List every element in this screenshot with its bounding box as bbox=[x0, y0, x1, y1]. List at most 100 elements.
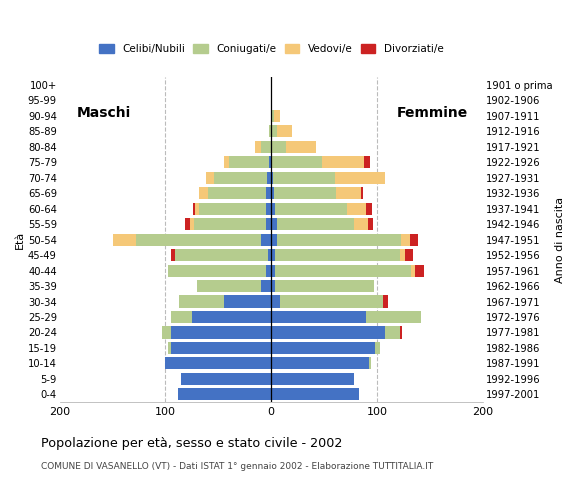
Bar bbox=[271, 172, 273, 184]
Bar bbox=[271, 218, 277, 230]
Bar bbox=[386, 326, 400, 338]
Bar bbox=[271, 156, 322, 168]
Bar bbox=[255, 141, 260, 153]
Bar bbox=[271, 326, 386, 338]
Bar bbox=[271, 296, 280, 308]
Bar bbox=[400, 326, 403, 338]
Bar bbox=[268, 249, 271, 261]
Bar bbox=[171, 326, 271, 338]
Bar bbox=[368, 218, 373, 230]
Bar bbox=[266, 218, 271, 230]
Bar bbox=[193, 203, 195, 215]
Text: Femmine: Femmine bbox=[396, 106, 467, 120]
Bar bbox=[168, 342, 171, 354]
Bar bbox=[361, 187, 363, 199]
Bar bbox=[274, 110, 280, 122]
Bar bbox=[277, 218, 354, 230]
Bar bbox=[182, 373, 271, 385]
Bar bbox=[200, 187, 208, 199]
Bar bbox=[271, 388, 359, 400]
Text: Popolazione per età, sesso e stato civile - 2002: Popolazione per età, sesso e stato civil… bbox=[41, 436, 342, 450]
Bar bbox=[271, 187, 274, 199]
Bar bbox=[195, 203, 200, 215]
Bar bbox=[269, 156, 271, 168]
Bar bbox=[383, 296, 387, 308]
Bar bbox=[165, 358, 271, 370]
Bar bbox=[354, 218, 368, 230]
Bar bbox=[271, 141, 286, 153]
Bar bbox=[224, 156, 229, 168]
Bar bbox=[267, 172, 271, 184]
Bar bbox=[200, 203, 266, 215]
Bar bbox=[364, 156, 369, 168]
Bar bbox=[168, 264, 266, 276]
Bar bbox=[271, 249, 275, 261]
Bar bbox=[375, 342, 380, 354]
Bar bbox=[276, 264, 411, 276]
Bar bbox=[276, 203, 347, 215]
Bar bbox=[178, 388, 271, 400]
Bar bbox=[277, 234, 401, 246]
Bar bbox=[194, 218, 266, 230]
Bar bbox=[206, 172, 214, 184]
Bar bbox=[208, 187, 266, 199]
Bar bbox=[271, 358, 368, 370]
Text: Maschi: Maschi bbox=[77, 106, 131, 120]
Bar bbox=[162, 326, 171, 338]
Bar bbox=[271, 234, 277, 246]
Bar bbox=[192, 311, 271, 323]
Bar bbox=[367, 311, 422, 323]
Bar bbox=[273, 172, 335, 184]
Bar bbox=[266, 203, 271, 215]
Bar bbox=[280, 296, 383, 308]
Bar bbox=[276, 249, 400, 261]
Bar bbox=[271, 342, 375, 354]
Bar bbox=[224, 296, 271, 308]
Bar bbox=[271, 125, 277, 137]
Bar bbox=[214, 172, 267, 184]
Bar bbox=[271, 311, 367, 323]
Bar bbox=[260, 280, 271, 292]
Bar bbox=[179, 296, 224, 308]
Bar bbox=[336, 187, 361, 199]
Bar bbox=[190, 218, 194, 230]
Y-axis label: Età: Età bbox=[15, 230, 25, 249]
Bar bbox=[410, 234, 418, 246]
Y-axis label: Anno di nascita: Anno di nascita bbox=[555, 196, 565, 283]
Text: COMUNE DI VASANELLO (VT) - Dati ISTAT 1° gennaio 2002 - Elaborazione TUTTITALIA.: COMUNE DI VASANELLO (VT) - Dati ISTAT 1°… bbox=[41, 462, 433, 471]
Bar bbox=[260, 234, 271, 246]
Bar bbox=[411, 264, 415, 276]
Bar bbox=[271, 373, 354, 385]
Bar bbox=[175, 249, 268, 261]
Bar bbox=[347, 203, 367, 215]
Bar bbox=[367, 203, 372, 215]
Legend: Celibi/Nubili, Coniugati/e, Vedovi/e, Divorziati/e: Celibi/Nubili, Coniugati/e, Vedovi/e, Di… bbox=[95, 40, 447, 58]
Bar bbox=[276, 280, 374, 292]
Bar bbox=[136, 234, 260, 246]
Bar bbox=[113, 234, 136, 246]
Bar bbox=[415, 264, 423, 276]
Bar bbox=[404, 249, 413, 261]
Bar bbox=[269, 125, 271, 137]
Bar bbox=[274, 187, 336, 199]
Bar bbox=[266, 264, 271, 276]
Bar bbox=[335, 172, 386, 184]
Bar bbox=[266, 187, 271, 199]
Bar bbox=[229, 156, 269, 168]
Bar bbox=[271, 280, 275, 292]
Bar bbox=[322, 156, 364, 168]
Bar bbox=[271, 264, 275, 276]
Bar bbox=[171, 311, 192, 323]
Bar bbox=[171, 249, 175, 261]
Bar bbox=[401, 234, 410, 246]
Bar bbox=[368, 358, 371, 370]
Bar bbox=[260, 141, 271, 153]
Bar bbox=[271, 203, 275, 215]
Bar bbox=[271, 110, 274, 122]
Bar bbox=[171, 342, 271, 354]
Bar bbox=[400, 249, 404, 261]
Bar bbox=[184, 218, 190, 230]
Bar bbox=[286, 141, 316, 153]
Bar bbox=[197, 280, 260, 292]
Bar bbox=[277, 125, 292, 137]
